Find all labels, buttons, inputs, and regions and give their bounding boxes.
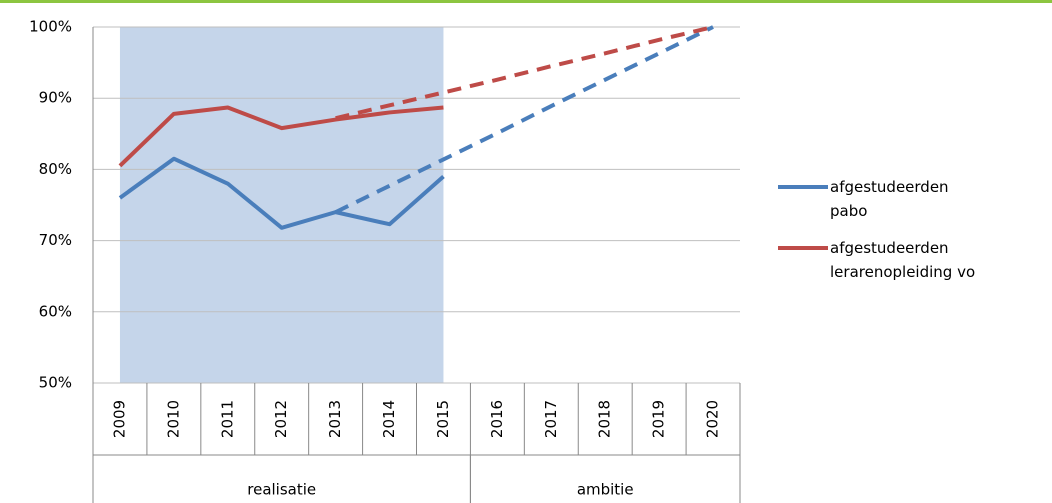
top-bar xyxy=(0,0,1052,3)
y-tick-label: 70% xyxy=(39,231,72,249)
line xyxy=(118,156,445,230)
legend-label: afgestudeerden pabo xyxy=(830,178,949,220)
x-tick-label: 2010 xyxy=(164,400,182,438)
y-tick-label: 90% xyxy=(39,89,72,107)
x-tick-label: 2015 xyxy=(434,400,452,438)
legend-label: afgestudeerden lerarenopleiding vo xyxy=(830,239,975,281)
shaded-region xyxy=(119,27,444,383)
group-label: realisatie xyxy=(247,481,316,499)
x-tick-label: 2020 xyxy=(704,400,722,438)
ambition-line xyxy=(334,25,714,214)
group-label: ambitie xyxy=(577,481,634,499)
x-tick-label: 2009 xyxy=(110,400,128,438)
x-tick-label: 2019 xyxy=(650,400,668,438)
x-tick-label: 2012 xyxy=(272,400,290,438)
x-tick-label: 2011 xyxy=(218,400,236,438)
y-tick-label: 50% xyxy=(39,374,72,392)
ambition-line xyxy=(335,25,714,121)
x-tick-label: 2017 xyxy=(542,400,560,438)
x-tick-label: 2018 xyxy=(596,400,614,438)
x-tick-label: 2013 xyxy=(326,400,344,438)
y-tick-label: 80% xyxy=(39,160,72,178)
y-tick-label: 100% xyxy=(29,18,72,36)
x-tick-label: 2014 xyxy=(380,400,398,438)
y-tick-label: 60% xyxy=(39,302,72,320)
line xyxy=(118,105,444,168)
x-tick-label: 2016 xyxy=(488,400,506,438)
